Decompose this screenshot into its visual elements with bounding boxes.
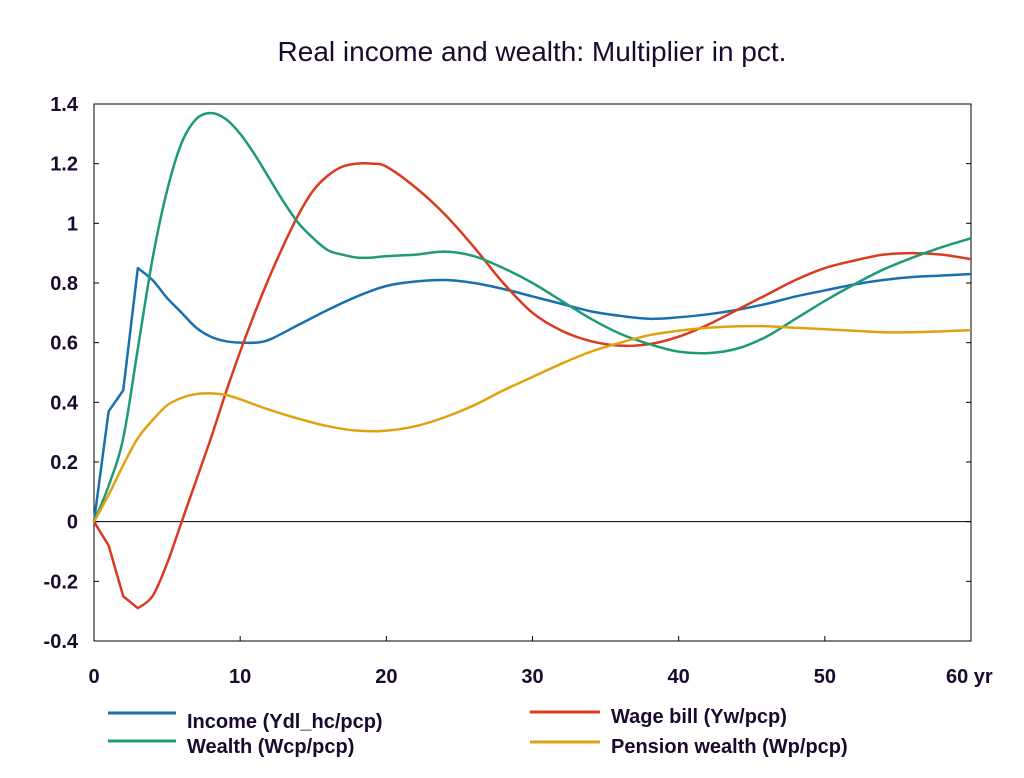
plot-border <box>93 103 972 642</box>
x-tick-label: 40 <box>668 666 690 688</box>
series-line-3 <box>92 111 972 523</box>
y-tick-label: 1.4 <box>50 94 79 116</box>
y-tick-label: 0.2 <box>50 452 78 474</box>
legend-label-2: Wage bill (Yw/pcp) <box>611 706 787 728</box>
series-line-1 <box>92 266 972 522</box>
legend-label-4: Pension wealth (Wp/pcp) <box>611 736 848 758</box>
y-tick-label: 0.8 <box>50 273 78 295</box>
x-tick-label: 20 <box>375 666 397 688</box>
x-tick-label: 0 <box>88 666 99 688</box>
x-tick-label: 60 yr <box>946 666 993 688</box>
y-tick-label: 1.2 <box>50 154 78 176</box>
x-axis: 0 10 20 30 40 50 60 yr <box>88 636 993 688</box>
y-tick-label: 0.4 <box>50 392 79 414</box>
y-tick-label: -0.4 <box>44 631 79 653</box>
y-axis: -0.4 -0.2 0 0.2 0.4 0.6 0.8 1 1.2 1.4 <box>44 94 971 653</box>
y-tick-label: 0.6 <box>50 333 78 355</box>
series-group <box>92 111 972 610</box>
x-tick-label: 10 <box>229 666 251 688</box>
y-tick-label: -0.2 <box>44 571 78 593</box>
series-line-4 <box>92 324 972 523</box>
legend-label-1: Income (Ydl_hc/pcp) <box>187 711 383 733</box>
plot-area <box>93 103 972 642</box>
legend-label-3: Wealth (Wcp/pcp) <box>187 736 354 758</box>
legend: Income (Ydl_hc/pcp) Wage bill (Yw/pcp) Wea… <box>108 706 848 758</box>
y-tick-label: 0 <box>67 512 78 534</box>
y-tick-label: 1 <box>67 213 78 235</box>
x-tick-label: 30 <box>521 666 543 688</box>
x-tick-label: 50 <box>814 666 836 688</box>
chart-title: Real income and wealth: Multiplier in pc… <box>278 36 787 67</box>
series-line-2 <box>92 162 972 610</box>
